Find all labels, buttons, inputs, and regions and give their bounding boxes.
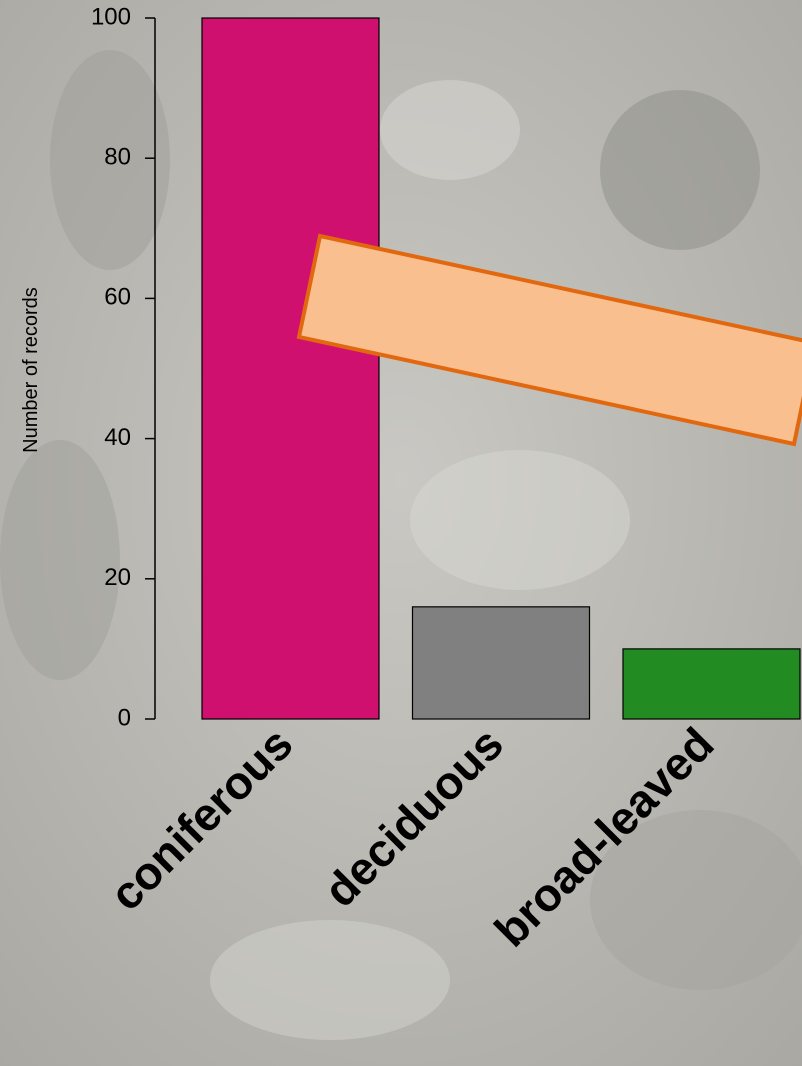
bar [202, 18, 379, 719]
y-tick-label: 100 [91, 3, 131, 30]
bar [413, 607, 590, 719]
y-tick-label: 80 [104, 144, 131, 171]
y-tick-label: 60 [104, 284, 131, 311]
y-tick-label: 20 [104, 564, 131, 591]
y-tick-label: 0 [118, 704, 131, 731]
y-axis-label: Number of records [20, 287, 42, 453]
chart: Number of records 020406080100coniferous… [0, 0, 802, 1066]
bar [623, 649, 800, 719]
y-tick-label: 40 [104, 424, 131, 451]
